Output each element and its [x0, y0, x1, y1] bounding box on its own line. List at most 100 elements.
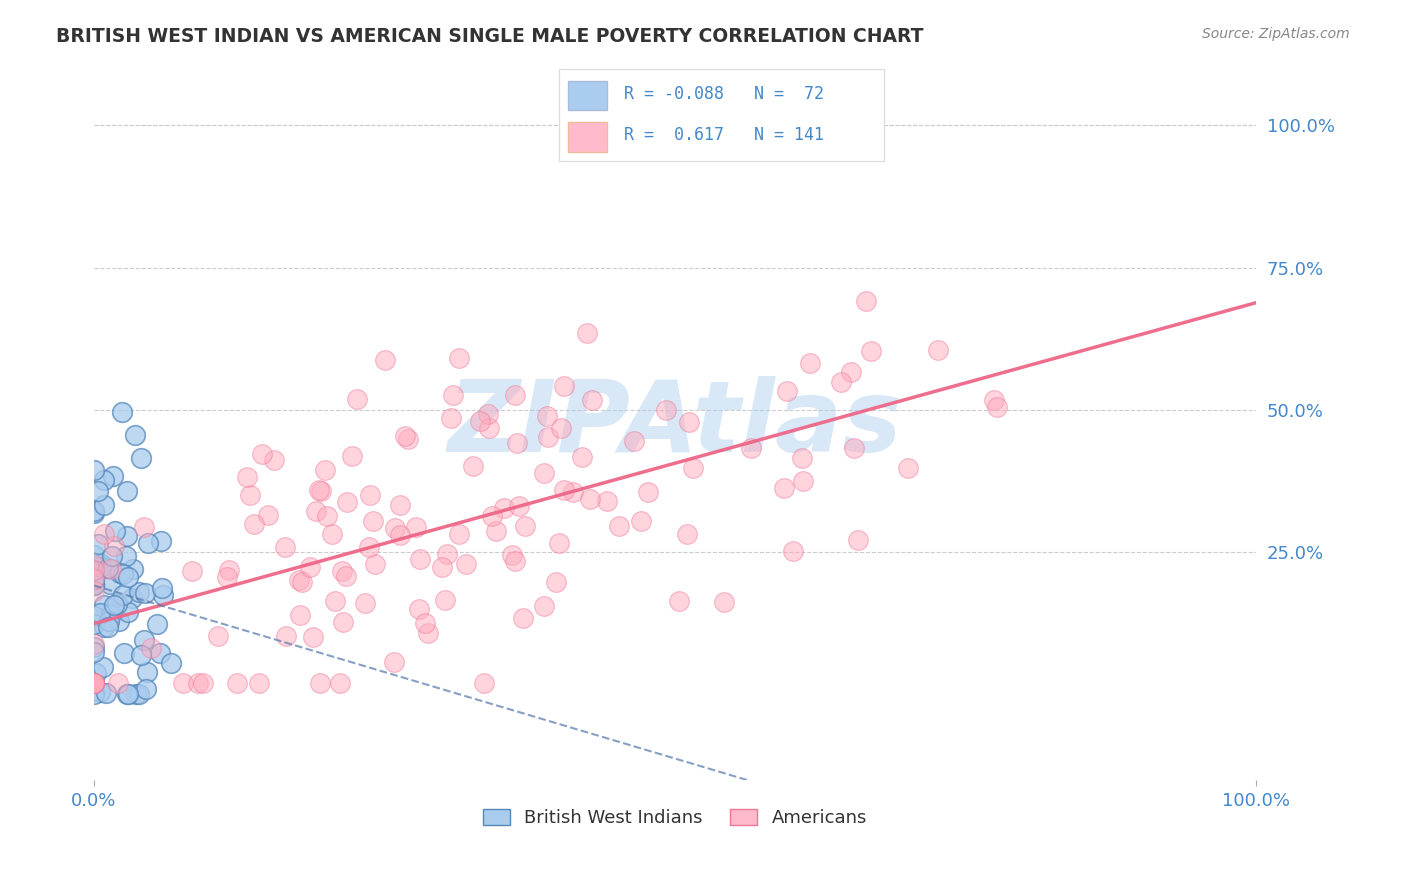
- Point: [129, 451, 152, 466]
- Point: [180, 564, 202, 578]
- Point: [668, 594, 690, 608]
- Point: [388, 498, 411, 512]
- Point: [83, 617, 105, 632]
- Point: [315, 508, 337, 523]
- Point: [90, 557, 112, 571]
- Point: [346, 392, 368, 406]
- Point: [553, 483, 575, 497]
- Point: [134, 632, 156, 647]
- Point: [115, 549, 138, 563]
- Point: [98, 577, 121, 591]
- Point: [103, 539, 125, 553]
- Point: [136, 536, 159, 550]
- Point: [83, 676, 105, 690]
- Point: [93, 598, 115, 612]
- Point: [122, 562, 145, 576]
- Point: [478, 421, 501, 435]
- Point: [139, 641, 162, 656]
- Point: [83, 463, 105, 477]
- Point: [111, 404, 134, 418]
- Point: [449, 526, 471, 541]
- Point: [983, 393, 1005, 408]
- Point: [83, 572, 105, 586]
- Point: [111, 588, 134, 602]
- Point: [536, 409, 558, 423]
- Point: [839, 365, 862, 379]
- Point: [506, 435, 529, 450]
- Point: [773, 481, 796, 495]
- Point: [607, 519, 630, 533]
- Point: [776, 384, 799, 399]
- Point: [859, 344, 882, 359]
- Point: [152, 588, 174, 602]
- Point: [323, 594, 346, 608]
- Point: [792, 474, 814, 488]
- Point: [501, 548, 523, 562]
- Point: [364, 558, 387, 572]
- Point: [110, 566, 132, 581]
- Point: [83, 676, 105, 690]
- Point: [434, 593, 457, 607]
- Point: [150, 582, 173, 596]
- Point: [472, 676, 495, 690]
- Point: [408, 601, 430, 615]
- Point: [100, 549, 122, 563]
- Point: [87, 484, 110, 499]
- Point: [461, 459, 484, 474]
- Point: [136, 665, 159, 679]
- Point: [512, 611, 534, 625]
- Point: [440, 411, 463, 425]
- Point: [335, 569, 357, 583]
- Point: [503, 554, 526, 568]
- Point: [83, 676, 105, 690]
- Text: Source: ZipAtlas.com: Source: ZipAtlas.com: [1202, 27, 1350, 41]
- Point: [413, 615, 436, 630]
- Point: [257, 508, 280, 523]
- Point: [83, 687, 105, 701]
- Point: [83, 676, 105, 690]
- Point: [191, 676, 214, 690]
- Point: [86, 537, 108, 551]
- Point: [503, 387, 526, 401]
- Point: [160, 656, 183, 670]
- Point: [579, 492, 602, 507]
- Point: [98, 606, 121, 620]
- Point: [83, 577, 105, 591]
- Point: [218, 563, 240, 577]
- Point: [226, 676, 249, 690]
- Point: [83, 578, 105, 592]
- Point: [571, 450, 593, 464]
- Point: [104, 524, 127, 539]
- Point: [247, 676, 270, 690]
- Point: [134, 586, 156, 600]
- Point: [485, 524, 508, 538]
- Point: [117, 687, 139, 701]
- Point: [384, 521, 406, 535]
- Point: [581, 393, 603, 408]
- Point: [842, 441, 865, 455]
- Point: [782, 544, 804, 558]
- Point: [83, 584, 105, 599]
- Point: [97, 614, 120, 628]
- Point: [263, 452, 285, 467]
- Point: [332, 615, 354, 630]
- Point: [83, 563, 105, 577]
- Point: [83, 676, 105, 690]
- Point: [637, 484, 659, 499]
- Point: [304, 504, 326, 518]
- Point: [336, 494, 359, 508]
- Point: [321, 526, 343, 541]
- Point: [115, 483, 138, 498]
- Point: [301, 631, 323, 645]
- Point: [382, 655, 405, 669]
- Point: [447, 351, 470, 365]
- Point: [436, 547, 458, 561]
- Text: ZIPAtlas: ZIPAtlas: [447, 376, 903, 473]
- Point: [103, 599, 125, 613]
- Point: [236, 470, 259, 484]
- Point: [682, 461, 704, 475]
- Point: [250, 446, 273, 460]
- Point: [172, 676, 194, 690]
- Point: [441, 388, 464, 402]
- Point: [533, 466, 555, 480]
